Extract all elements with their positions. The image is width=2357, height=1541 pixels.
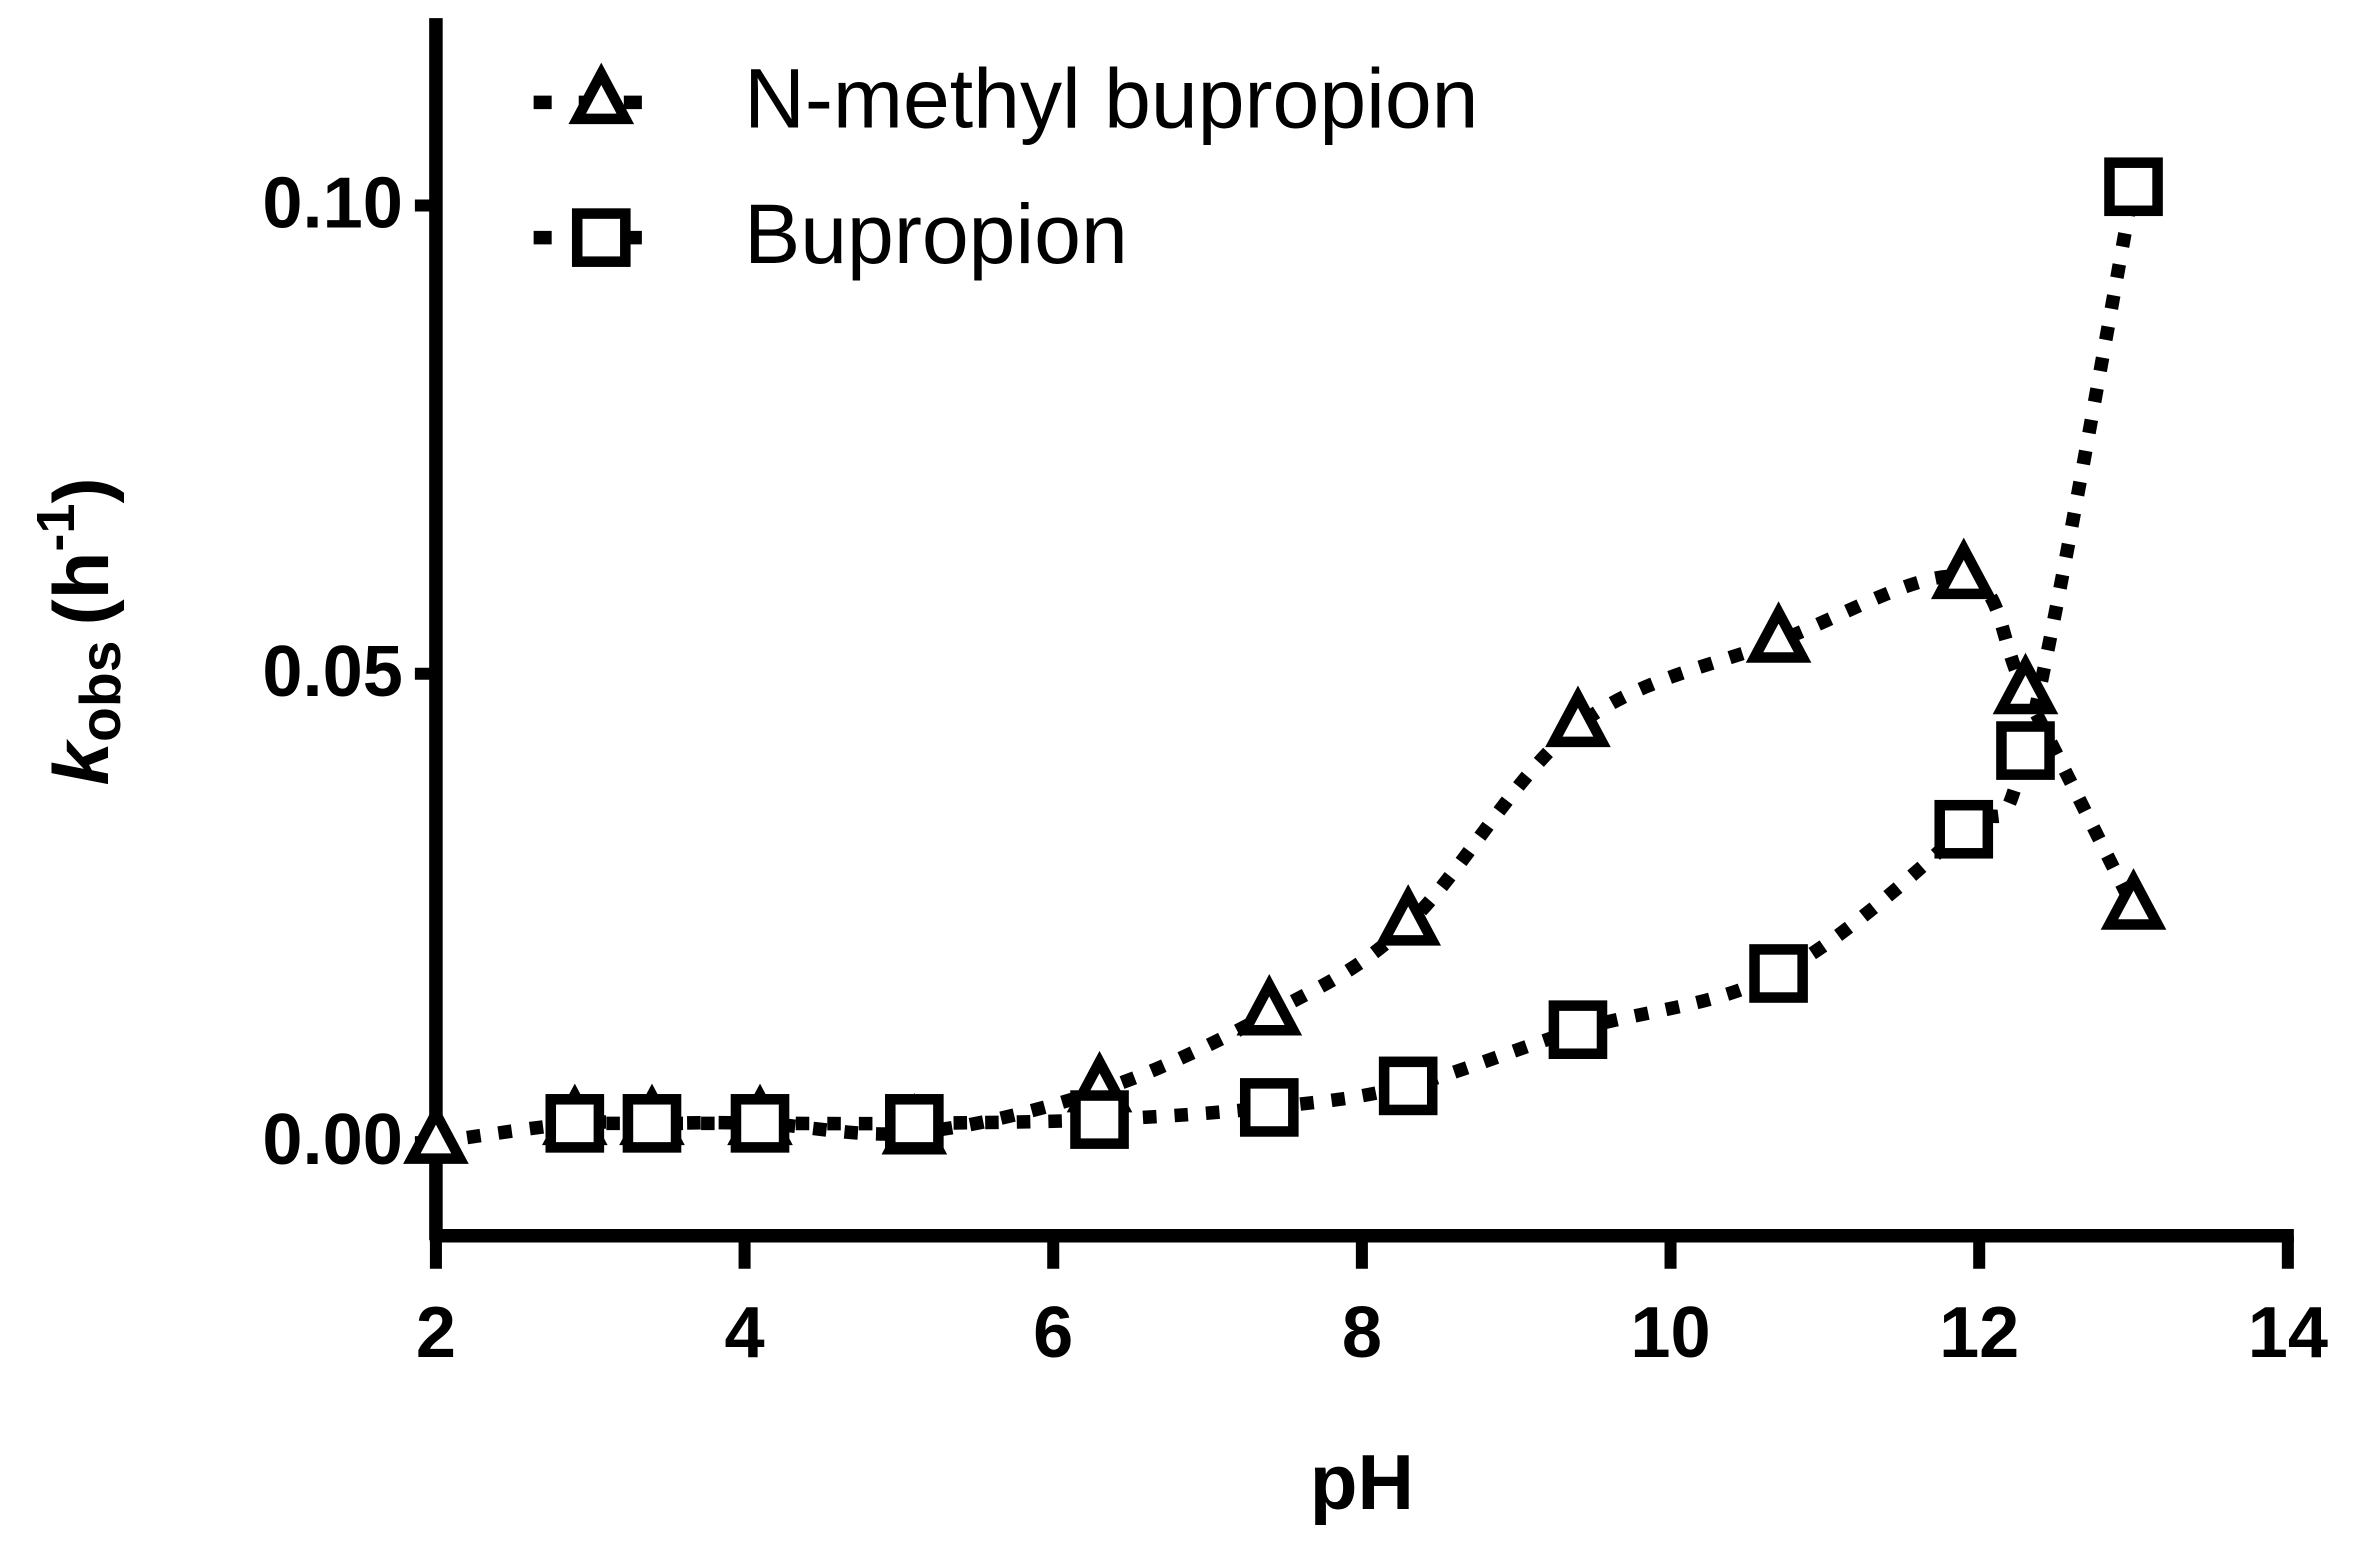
data-point: [1930, 537, 1997, 600]
x-tick-label: 2: [416, 1293, 456, 1373]
y-unit-close: ): [37, 477, 125, 503]
legend-label: Bupropion: [744, 187, 1128, 281]
x-tick-label: 12: [1939, 1293, 2019, 1373]
y-axis-title: kobs (h-1): [26, 477, 133, 785]
data-point: [1378, 1056, 1438, 1116]
legend-label: N-methyl bupropion: [744, 52, 1478, 146]
data-point: [1236, 974, 1303, 1036]
data-point: [2100, 868, 2167, 930]
x-tick-label: 6: [1033, 1293, 1073, 1373]
data-point: [1548, 1000, 1608, 1059]
data-point: [1745, 601, 1812, 663]
data-point: [622, 1094, 682, 1153]
data-point: [2104, 157, 2163, 217]
x-tick-label: 14: [2248, 1293, 2328, 1373]
y-subscript: obs: [69, 640, 133, 742]
data-point: [1239, 1078, 1299, 1137]
data-point: [1375, 884, 1442, 946]
y-tick-label: 0.00: [262, 1100, 402, 1180]
x-tick-label: 10: [1630, 1293, 1710, 1373]
data-point: [885, 1094, 944, 1153]
data-point: [545, 1094, 605, 1153]
data-point: [1545, 685, 1611, 748]
data-point: [1992, 652, 2059, 715]
data-point: [1070, 1090, 1129, 1149]
x-tick-label: 8: [1342, 1293, 1382, 1373]
data-point: [1934, 799, 1994, 859]
legend-marker: [568, 62, 635, 125]
y-axis-title-text: kobs (h-1): [26, 477, 133, 785]
data-point: [403, 1102, 469, 1164]
series-line: [435, 569, 2140, 1149]
legend-marker: [571, 208, 631, 267]
y-symbol: k: [37, 738, 125, 785]
y-tick-label: 0.05: [262, 632, 402, 712]
y-unit-open: (h: [37, 552, 125, 626]
series-line: [574, 185, 2141, 1131]
x-axis-title: pH: [1310, 1438, 1414, 1526]
data-point: [730, 1094, 790, 1153]
y-superscript: -1: [26, 504, 86, 552]
x-tick-label: 4: [725, 1293, 765, 1373]
data-point: [1996, 721, 2055, 780]
y-tick-label: 0.10: [262, 164, 402, 244]
data-point: [1749, 944, 1808, 1003]
